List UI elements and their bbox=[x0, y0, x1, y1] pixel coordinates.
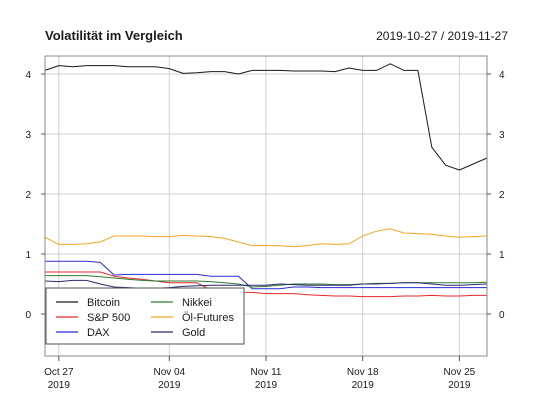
legend: Bitcoin S&P 500 DAX Nikkei Öl-Futures Gold bbox=[45, 287, 245, 345]
chart-date-range: 2019-10-27 / 2019-11-27 bbox=[376, 29, 508, 43]
x-axis: Oct 27 2019 Nov 04 2019 Nov 11 2019 Nov 18 2019… bbox=[44, 356, 476, 391]
y-axis-right: 0 1 2 3 4 bbox=[487, 70, 505, 321]
x-tick-year-1: 2019 bbox=[158, 380, 181, 391]
series-line-0 bbox=[44, 63, 488, 171]
x-tick-year-4: 2019 bbox=[448, 380, 471, 391]
y-axis-left: 0 1 2 3 4 bbox=[25, 70, 45, 321]
x-tick-label-3: Nov 18 bbox=[347, 367, 379, 378]
series-lines bbox=[44, 63, 488, 298]
series-line-4 bbox=[44, 228, 488, 248]
x-tick-label-2: Nov 11 bbox=[251, 367, 282, 378]
legend-label-4: Öl-Futures bbox=[182, 312, 234, 324]
x-tick-year-3: 2019 bbox=[352, 380, 375, 391]
legend-box bbox=[45, 287, 245, 345]
y-tick-label-right-1: 1 bbox=[499, 250, 505, 261]
y-tick-label-left-3: 3 bbox=[25, 130, 31, 141]
x-tick-label-1: Nov 04 bbox=[153, 367, 185, 378]
series-line-2 bbox=[45, 260, 487, 290]
legend-label-5: Gold bbox=[182, 327, 205, 339]
y-tick-label-right-0: 0 bbox=[499, 310, 505, 321]
x-tick-year-2: 2019 bbox=[255, 380, 278, 391]
y-tick-label-right-4: 4 bbox=[499, 70, 505, 81]
legend-label-2: DAX bbox=[87, 327, 110, 339]
y-tick-label-left-4: 4 bbox=[25, 70, 31, 81]
x-tick-year-0: 2019 bbox=[48, 380, 71, 391]
legend-label-1: S&P 500 bbox=[87, 312, 130, 324]
chart-title: Volatilität im Vergleich bbox=[45, 28, 183, 43]
legend-label-0: Bitcoin bbox=[87, 297, 120, 309]
y-tick-label-left-1: 1 bbox=[25, 250, 31, 261]
y-tick-label-left-2: 2 bbox=[25, 190, 31, 201]
x-tick-label-0: Oct 27 bbox=[44, 367, 74, 378]
series-line-1 bbox=[45, 271, 487, 298]
series-line-5 bbox=[44, 279, 488, 289]
x-tick-label-4: Nov 25 bbox=[444, 367, 476, 378]
y-tick-label-right-3: 3 bbox=[499, 130, 505, 141]
y-tick-label-right-2: 2 bbox=[499, 190, 505, 201]
legend-label-3: Nikkei bbox=[182, 297, 212, 309]
y-tick-label-left-0: 0 bbox=[25, 310, 31, 321]
